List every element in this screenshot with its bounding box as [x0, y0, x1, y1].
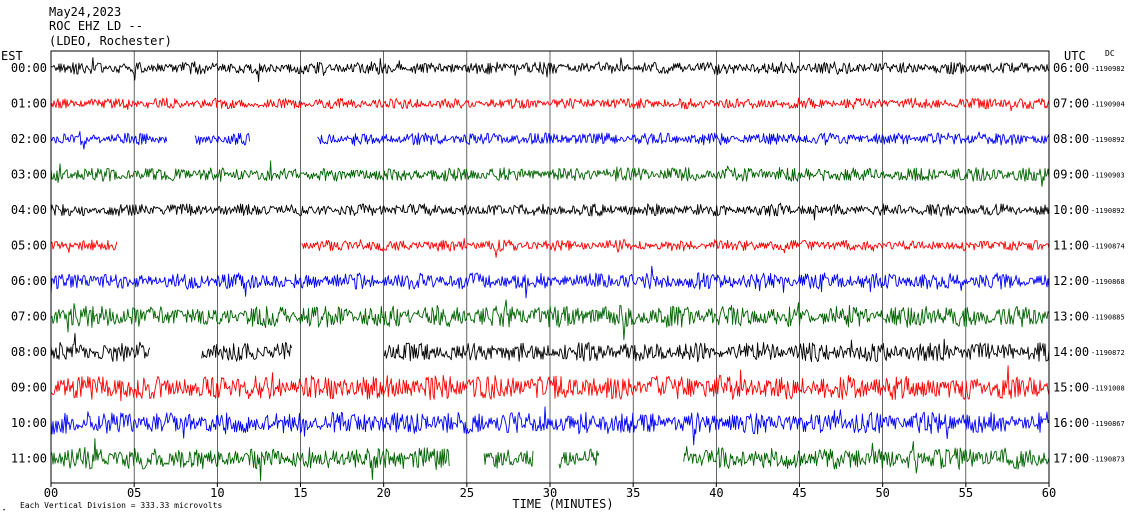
dc-offset-label: -1190892 — [1091, 207, 1125, 215]
date-title: May24,2023 — [49, 5, 121, 19]
utc-axis-label: UTC — [1064, 49, 1086, 63]
dc-offset-label: -1190885 — [1091, 314, 1125, 322]
dc-offset-label: -1190903 — [1091, 172, 1125, 180]
est-axis-label: EST — [1, 49, 23, 63]
est-label-1100: 11:00 — [11, 452, 47, 466]
x-tick-label-00: 00 — [44, 486, 58, 500]
scale-note: Each Vertical Division = 333.33 microvol… — [20, 501, 222, 510]
trace-1200 — [50, 265, 1050, 299]
trace-1100 — [50, 238, 1050, 258]
x-tick-label-50: 50 — [875, 486, 889, 500]
trace-1300 — [50, 299, 1050, 341]
grid-lines — [133, 51, 967, 483]
dc-offset-label: -1190904 — [1091, 101, 1125, 109]
est-label-0100: 01:00 — [11, 97, 47, 111]
trace-0800 — [50, 131, 1050, 150]
station-title: ROC EHZ LD -- — [49, 19, 143, 33]
x-tick-label-45: 45 — [792, 486, 806, 500]
utc-label-1600: 16:00 — [1053, 416, 1089, 430]
trace-0900 — [50, 160, 1050, 187]
x-tick-label-25: 25 — [460, 486, 474, 500]
x-tick-label-35: 35 — [626, 486, 640, 500]
est-label-0300: 03:00 — [11, 168, 47, 182]
dc-axis-label: DC — [1105, 49, 1115, 58]
corner-mark: ⋆ — [2, 506, 6, 514]
utc-label-1300: 13:00 — [1053, 310, 1089, 324]
dc-offset-label: -1191008 — [1091, 385, 1125, 393]
est-label-0200: 02:00 — [11, 132, 47, 146]
utc-label-1500: 15:00 — [1053, 381, 1089, 395]
est-label-1000: 10:00 — [11, 416, 47, 430]
dc-offset-label: -1190892 — [1091, 136, 1125, 144]
dc-offset-label: -1190873 — [1091, 456, 1125, 464]
est-label-0500: 05:00 — [11, 239, 47, 253]
trace-group — [50, 57, 1050, 482]
utc-label-1000: 10:00 — [1053, 203, 1089, 217]
network-title: (LDEO, Rochester) — [49, 34, 172, 48]
utc-label-1400: 14:00 — [1053, 345, 1089, 359]
utc-label-1700: 17:00 — [1053, 452, 1089, 466]
trace-0700 — [50, 97, 1050, 112]
plot-border — [50, 50, 1050, 484]
utc-label-1200: 12:00 — [1053, 274, 1089, 288]
trace-0600 — [50, 57, 1050, 83]
utc-label-0800: 08:00 — [1053, 132, 1089, 146]
dc-offset-label: -1190872 — [1091, 349, 1125, 357]
x-tick-label-15: 15 — [293, 486, 307, 500]
utc-label-0900: 09:00 — [1053, 168, 1089, 182]
est-label-0400: 04:00 — [11, 203, 47, 217]
x-tick-label-60: 60 — [1042, 486, 1056, 500]
x-tick-label-10: 10 — [210, 486, 224, 500]
x-tick-label-40: 40 — [709, 486, 723, 500]
utc-label-0600: 06:00 — [1053, 61, 1089, 75]
est-label-0000: 00:00 — [11, 61, 47, 75]
trace-1500 — [50, 365, 1050, 402]
x-tick-label-30: 30 — [543, 486, 557, 500]
dc-offset-label: -1190868 — [1091, 278, 1125, 286]
dc-offset-label: -1190982 — [1091, 65, 1125, 73]
x-tick-label-55: 55 — [959, 486, 973, 500]
trace-1400 — [50, 332, 1050, 363]
plot-frame — [50, 50, 1050, 487]
trace-1600 — [50, 406, 1050, 446]
est-hour-labels: 00:00 01:00 02:00 03:00 04:00 05:00 06:00 07:00… — [11, 61, 47, 466]
utc-label-0700: 07:00 — [1053, 97, 1089, 111]
utc-label-1100: 11:00 — [1053, 239, 1089, 253]
dc-offset-label: -1190867 — [1091, 420, 1125, 428]
x-axis-title: TIME (MINUTES) — [512, 497, 613, 511]
x-tick-label-05: 05 — [127, 486, 141, 500]
est-label-0600: 06:00 — [11, 274, 47, 288]
est-label-0800: 08:00 — [11, 345, 47, 359]
x-tick-label-20: 20 — [376, 486, 390, 500]
x-tick-labels: 00 05 10 15 20 25 30 35 40 45 50 55 60 — [44, 486, 1056, 500]
dc-offset-label: -1190874 — [1091, 243, 1125, 251]
est-label-0700: 07:00 — [11, 310, 47, 324]
est-label-0900: 09:00 — [11, 381, 47, 395]
trace-1000 — [50, 202, 1050, 221]
trace-1700 — [50, 438, 1050, 482]
